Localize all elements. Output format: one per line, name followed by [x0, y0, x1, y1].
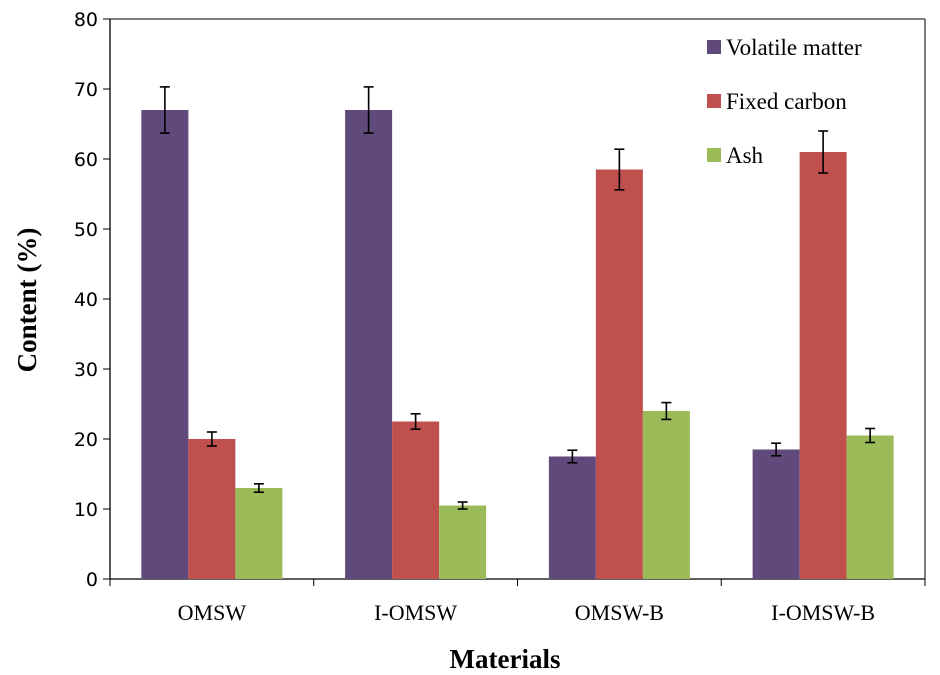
bar — [345, 110, 393, 579]
y-tick-label: 50 — [74, 219, 98, 241]
y-tick-label: 60 — [74, 149, 98, 171]
x-axis-title: Materials — [450, 644, 561, 674]
legend-swatch — [707, 148, 721, 162]
legend-label: Ash — [726, 143, 764, 168]
error-bars — [159, 86, 876, 510]
bar — [799, 152, 847, 579]
x-tick-label: OMSW-B — [575, 600, 664, 625]
y-tick-label: 30 — [74, 359, 98, 381]
bar — [846, 435, 894, 579]
bar — [392, 421, 440, 579]
bar — [548, 456, 596, 579]
y-tick-label: 70 — [74, 79, 98, 101]
bar — [235, 488, 283, 579]
y-axis-title: Content (%) — [12, 228, 42, 373]
bar — [439, 505, 487, 579]
x-tick-label: OMSW — [178, 600, 247, 625]
legend-swatch — [707, 40, 721, 54]
y-tick-label: 0 — [86, 569, 98, 591]
bar — [188, 439, 236, 579]
x-axis-ticks: OMSW I-OMSW OMSW-B I-OMSW-B — [109, 579, 926, 625]
bar — [752, 449, 800, 579]
y-tick-label: 40 — [74, 289, 98, 311]
legend: Volatile matter Fixed carbon Ash — [707, 35, 862, 168]
y-axis-ticks: 0 10 20 30 40 50 60 70 80 — [74, 9, 110, 591]
y-tick-label: 80 — [74, 9, 98, 31]
bar — [642, 411, 690, 579]
x-tick-label: I-OMSW-B — [771, 600, 875, 625]
bar — [595, 169, 643, 579]
legend-label: Fixed carbon — [726, 89, 847, 114]
x-tick-label: I-OMSW — [374, 600, 457, 625]
bar — [141, 110, 189, 579]
y-tick-label: 20 — [74, 429, 98, 451]
bars — [141, 110, 894, 579]
y-tick-label: 10 — [74, 499, 98, 521]
legend-swatch — [707, 94, 721, 108]
legend-label: Volatile matter — [726, 35, 862, 60]
